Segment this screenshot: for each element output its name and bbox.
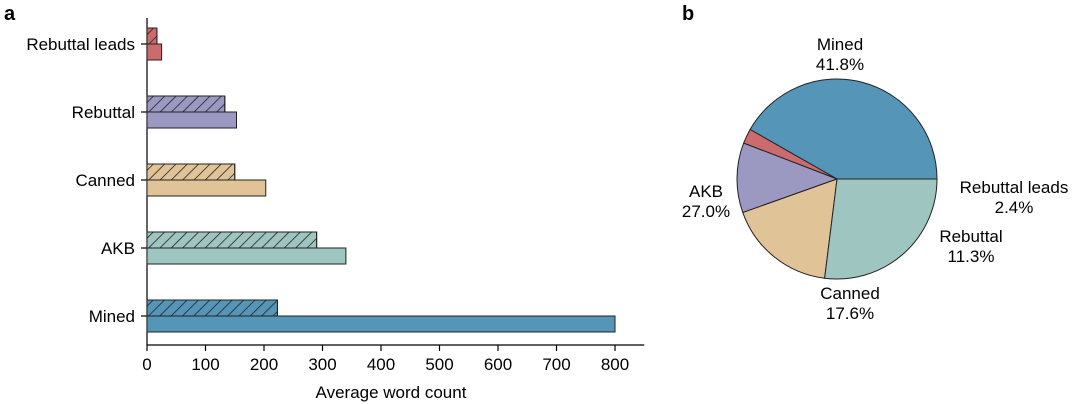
y-tick-label-canned: Canned xyxy=(75,171,135,190)
bar-mined-solid xyxy=(146,315,616,333)
y-tick-label-mined: Mined xyxy=(89,307,135,326)
x-tick-label-200: 200 xyxy=(250,355,278,374)
panel-a-letter: a xyxy=(4,3,16,25)
pie-label-akb: AKB xyxy=(689,182,723,201)
pie-pct-akb: 27.0% xyxy=(682,202,730,221)
x-axis-title: Average word count xyxy=(316,383,467,402)
pie-pct-rebuttal-leads: 2.4% xyxy=(995,198,1034,217)
x-tick-label-700: 700 xyxy=(542,355,570,374)
bar-rebuttal-solid xyxy=(146,111,238,129)
pie-label-rebuttal-leads: Rebuttal leads xyxy=(960,178,1069,197)
bar-canned-hatched-pattern xyxy=(146,163,236,181)
x-tick-label-300: 300 xyxy=(308,355,336,374)
bar-rebuttal-leads-hatched-pattern xyxy=(146,27,158,45)
pie-label-rebuttal: Rebuttal xyxy=(939,227,1002,246)
pie-pct-mined: 41.8% xyxy=(816,55,864,74)
panel-b-letter: b xyxy=(682,3,694,25)
y-tick-label-rebuttal: Rebuttal xyxy=(72,103,135,122)
y-tick-label-akb: AKB xyxy=(101,239,135,258)
pie-pct-rebuttal: 11.3% xyxy=(948,247,995,266)
pie-label-canned: Canned xyxy=(820,284,880,303)
pie-slice-akb xyxy=(824,178,938,280)
bar-chart: Rebuttal leads Rebuttal Canned AKB Mined 0 100… xyxy=(26,18,645,402)
bar-mined-hatched-pattern xyxy=(146,299,278,317)
bar-akb-solid xyxy=(146,247,347,265)
pie-slice-canned xyxy=(742,178,838,279)
bar-canned-solid xyxy=(146,179,267,197)
bar-rebuttal-hatched-pattern xyxy=(146,95,226,113)
pie-slice-mined xyxy=(749,78,938,180)
bar-akb-hatched-pattern xyxy=(146,231,318,249)
pie-slice-rebuttal xyxy=(736,142,839,214)
pie-pct-canned: 17.6% xyxy=(826,304,874,323)
pie-label-mined: Mined xyxy=(817,35,863,54)
x-tick-label-800: 800 xyxy=(601,355,629,374)
y-tick-label-rebuttal-leads: Rebuttal leads xyxy=(26,35,135,54)
x-tick-label-600: 600 xyxy=(484,355,512,374)
x-tick-label-400: 400 xyxy=(367,355,395,374)
x-tick-label-100: 100 xyxy=(191,355,219,374)
x-tick-label-500: 500 xyxy=(425,355,453,374)
x-tick-label-0: 0 xyxy=(142,355,151,374)
bar-rebuttal-leads-solid xyxy=(146,43,163,61)
